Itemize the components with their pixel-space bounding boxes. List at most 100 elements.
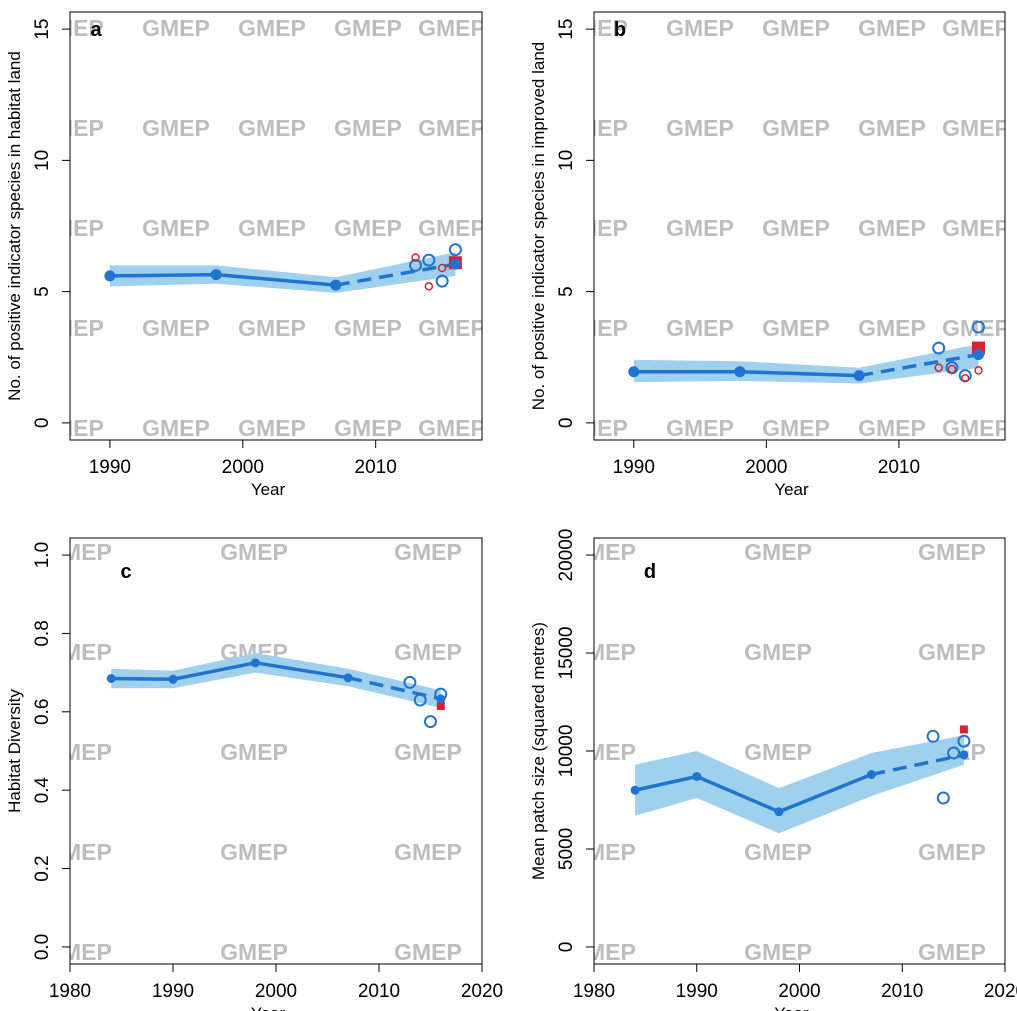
y-tick-label: 0 <box>556 942 577 953</box>
watermark-text: GMEP <box>418 215 486 241</box>
watermark-text: GMEP <box>744 939 812 965</box>
trend-point <box>211 269 222 280</box>
trend-point <box>628 366 639 377</box>
x-tick-label: 2020 <box>984 981 1017 1002</box>
x-tick-label: 1990 <box>676 981 718 1002</box>
x-tick-label: 2000 <box>255 981 297 1002</box>
watermark-text: GMEP <box>858 115 926 141</box>
trend-point <box>330 280 341 291</box>
x-tick-label: 1980 <box>49 981 91 1002</box>
x-tick-label: 1990 <box>152 981 194 1002</box>
x-tick-label: 2020 <box>461 981 503 1002</box>
x-axis-label: Year <box>251 1004 286 1011</box>
watermark-text: GMEP <box>666 215 734 241</box>
y-tick-label: 5 <box>556 286 577 297</box>
y-tick-label: 0.4 <box>32 777 53 804</box>
y-tick-label: 10000 <box>556 725 577 778</box>
watermark-text: GMEP <box>238 215 306 241</box>
trend-point <box>867 770 876 779</box>
watermark-text: GMEP <box>568 839 636 865</box>
watermark-text: GMEP <box>238 15 306 41</box>
watermark-text: GMEP <box>858 415 926 441</box>
watermark-text: GMEP <box>942 15 1010 41</box>
survey-point-red <box>975 367 982 374</box>
watermark-text: GMEP <box>918 639 986 665</box>
panel-b: GMEP GMEP GMEP GMEP GMEP GMEP GMEP GMEP GMEP GMEP… <box>529 12 1010 499</box>
watermark-text: GMEP <box>220 939 288 965</box>
watermark-text: GMEP <box>334 115 402 141</box>
x-tick-label: 2000 <box>778 981 820 1002</box>
x-tick-label: 2000 <box>745 457 787 478</box>
x-tick-label: 2010 <box>881 981 923 1002</box>
watermark-text: GMEP <box>44 639 112 665</box>
y-tick-label: 0.8 <box>32 620 53 646</box>
y-tick-label: 0.2 <box>32 855 53 881</box>
panel-d: GMEP GMEP GMEP GMEP GMEP GMEP GMEP GMEP GMEP GMEP… <box>529 529 1017 1011</box>
watermark-text: GMEP <box>858 15 926 41</box>
watermark-text: GMEP <box>744 839 812 865</box>
watermark-text: GMEP <box>744 639 812 665</box>
watermark-layer: GMEP GMEP GMEP GMEP GMEP GMEP GMEP GMEP GMEP GMEP… <box>36 15 486 441</box>
watermark-text: GMEP <box>762 215 830 241</box>
x-axis-label: Year <box>251 480 286 499</box>
survey-point-open <box>933 343 944 354</box>
watermark-text: GMEP <box>666 415 734 441</box>
watermark-text: GMEP <box>238 115 306 141</box>
watermark-text: GMEP <box>394 639 462 665</box>
panel-a: GMEP GMEP GMEP GMEP GMEP GMEP GMEP GMEP GMEP GMEP… <box>5 12 486 499</box>
watermark-text: GMEP <box>44 739 112 765</box>
watermark-text: GMEP <box>568 639 636 665</box>
trend-point <box>104 270 115 281</box>
watermark-text: GMEP <box>666 115 734 141</box>
panel-letter: d <box>644 561 656 583</box>
y-tick-label: 0.6 <box>32 699 53 725</box>
watermark-text: GMEP <box>762 315 830 341</box>
watermark-text: GMEP <box>762 115 830 141</box>
survey-point-red <box>425 283 432 290</box>
trend-point <box>344 673 353 682</box>
survey-point-open <box>425 716 436 727</box>
trend-point <box>854 370 865 381</box>
watermark-text: GMEP <box>334 215 402 241</box>
trend-point <box>169 675 178 684</box>
y-tick-label: 20000 <box>556 529 577 582</box>
trend-point <box>774 807 783 816</box>
panel-letter: c <box>120 561 131 583</box>
watermark-text: GMEP <box>220 739 288 765</box>
watermark-text: GMEP <box>394 939 462 965</box>
watermark-text: GMEP <box>142 115 210 141</box>
y-tick-label: 15 <box>32 19 53 40</box>
watermark-text: GMEP <box>918 539 986 565</box>
y-tick-label: 5 <box>32 286 53 297</box>
watermark-text: GMEP <box>44 939 112 965</box>
watermark-text: GMEP <box>334 15 402 41</box>
trend-point <box>450 259 461 270</box>
y-tick-label: 5000 <box>556 828 577 870</box>
watermark-text: GMEP <box>418 315 486 341</box>
y-tick-label: 0 <box>32 418 53 429</box>
y-tick-label: 10 <box>556 150 577 171</box>
watermark-text: GMEP <box>334 315 402 341</box>
panel-letter: b <box>614 19 626 41</box>
watermark-text: GMEP <box>858 215 926 241</box>
trend-point <box>107 674 116 683</box>
watermark-text: GMEP <box>666 15 734 41</box>
trend-point <box>959 750 968 759</box>
x-axis-label: Year <box>774 1004 809 1011</box>
watermark-text: GMEP <box>142 415 210 441</box>
watermark-text: GMEP <box>918 839 986 865</box>
panel-letter: a <box>90 19 102 41</box>
watermark-text: GMEP <box>394 739 462 765</box>
watermark-text: GMEP <box>238 315 306 341</box>
x-tick-label: 2010 <box>355 457 397 478</box>
trend-point <box>631 786 640 795</box>
watermark-text: GMEP <box>918 939 986 965</box>
watermark-text: GMEP <box>666 315 734 341</box>
watermark-text: GMEP <box>744 739 812 765</box>
x-tick-label: 2010 <box>878 457 920 478</box>
watermark-text: GMEP <box>394 539 462 565</box>
y-tick-label: 15 <box>556 19 577 40</box>
survey-point-open <box>450 244 461 255</box>
y-axis-label: Mean patch size (squared metres) <box>529 622 548 880</box>
watermark-text: GMEP <box>568 739 636 765</box>
